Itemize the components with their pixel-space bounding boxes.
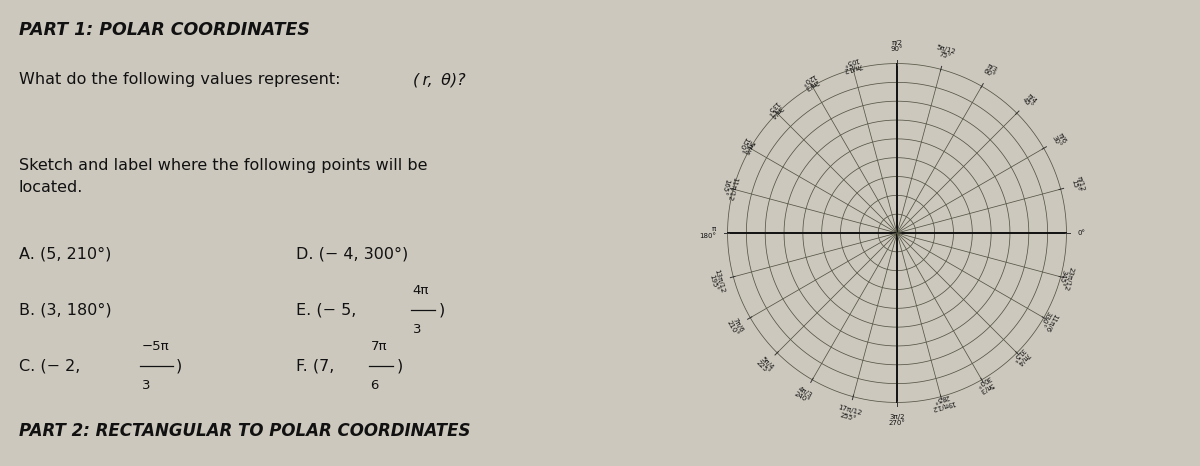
Text: E. (− 5,: E. (− 5, (296, 302, 365, 317)
Text: 19π/12
285°: 19π/12 285° (929, 392, 955, 411)
Text: 5π/6
150°: 5π/6 150° (736, 135, 756, 156)
Text: −5π: −5π (142, 340, 169, 353)
Text: ( r,  θ)?: ( r, θ)? (413, 72, 466, 87)
Text: 3: 3 (413, 323, 421, 336)
Text: 23π/12
345°: 23π/12 345° (1056, 265, 1075, 292)
Text: 3π/4
135°: 3π/4 135° (763, 99, 784, 120)
Text: F. (7,: F. (7, (296, 358, 342, 373)
Text: Sketch and label where the following points will be
located.: Sketch and label where the following poi… (19, 158, 427, 195)
Text: A. (5, 210°): A. (5, 210°) (19, 247, 112, 261)
Text: D. (− 4, 300°): D. (− 4, 300°) (296, 247, 408, 261)
Text: π/2
90°: π/2 90° (890, 40, 904, 52)
Text: 3π/2
270°: 3π/2 270° (888, 414, 906, 426)
Text: π/12
15°: π/12 15° (1069, 176, 1086, 194)
Text: 5π/3
300°: 5π/3 300° (973, 375, 995, 394)
Text: 4π/3
240°: 4π/3 240° (793, 385, 814, 404)
Text: 0°: 0° (1078, 230, 1086, 236)
Text: π/4
45°: π/4 45° (1020, 92, 1038, 110)
Text: 17π/12
255°: 17π/12 255° (835, 404, 862, 423)
Text: B. (3, 180°): B. (3, 180°) (19, 302, 112, 317)
Text: 4π: 4π (413, 284, 430, 297)
Text: ): ) (438, 302, 445, 317)
Text: π/3
60°: π/3 60° (982, 62, 1000, 80)
Text: 3: 3 (142, 379, 150, 392)
Text: 5π/4
225°: 5π/4 225° (755, 355, 775, 376)
Text: 7π/4
315°: 7π/4 315° (1010, 346, 1031, 367)
Text: 11π/6
330°: 11π/6 330° (1038, 308, 1058, 332)
Text: 7π: 7π (371, 340, 386, 353)
Text: ): ) (396, 358, 402, 373)
Text: PART 1: POLAR COORDINATES: PART 1: POLAR COORDINATES (19, 21, 310, 39)
Text: 11π/12
165°: 11π/12 165° (719, 174, 738, 201)
Text: π
180°: π 180° (700, 226, 716, 240)
Text: C. (− 2,: C. (− 2, (19, 358, 89, 373)
Text: π/6
30°: π/6 30° (1050, 131, 1068, 148)
Text: 13π/12
195°: 13π/12 195° (707, 268, 726, 295)
Text: 5π/12
75°: 5π/12 75° (934, 44, 956, 61)
Text: 6: 6 (371, 379, 379, 392)
Text: PART 2: RECTANGULAR TO POLAR COORDINATES: PART 2: RECTANGULAR TO POLAR COORDINATES (19, 422, 470, 440)
Text: ): ) (175, 358, 182, 373)
Text: What do the following values represent:: What do the following values represent: (19, 72, 346, 87)
Text: 7π/6
210°: 7π/6 210° (725, 316, 745, 337)
Text: 2π/3
120°: 2π/3 120° (799, 72, 820, 91)
Text: 7π/12
105°: 7π/12 105° (840, 56, 863, 73)
